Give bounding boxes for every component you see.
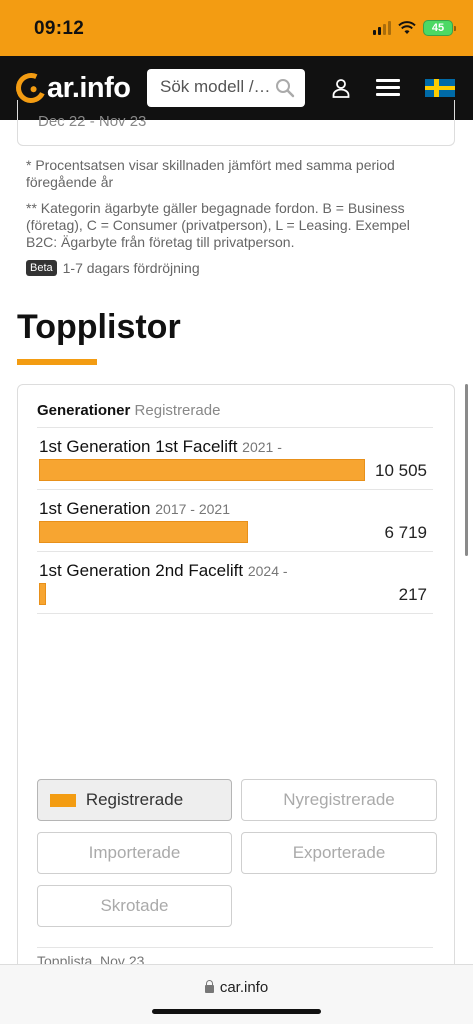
beta-note: Beta 1-7 dagars fördröjning [26,260,200,276]
imported-button[interactable]: Importerade [37,832,232,874]
period-box: Dec 22 - Nov 23 [17,100,455,146]
page-section-title: Topplistor [17,308,181,346]
search-box[interactable] [147,69,305,107]
generation-years: 2024 - [247,563,288,579]
toplist-card: Generationer Registrerade 1st Generation… [17,384,455,984]
divider [37,947,433,948]
generation-bar [39,521,248,543]
cellular-signal-icon [373,21,391,35]
generation-years: 2017 - 2021 [155,501,230,517]
home-indicator[interactable] [152,1009,321,1014]
status-time: 09:12 [34,18,85,39]
battery-icon: 45 [423,20,456,36]
generation-name: 1st Generation [39,499,151,518]
search-icon[interactable] [275,78,295,98]
scrapped-button[interactable]: Skrotade [37,885,232,927]
scrollbar[interactable] [465,384,468,556]
hamburger-menu-icon[interactable] [376,79,400,97]
generation-name: 1st Generation 2nd Facelift [39,561,244,580]
category-footnote: ** Kategorin ägarbyte gäller begagnade f… [26,200,410,250]
card-header-sub: Registrerade [134,402,221,419]
url-text: car.info [219,979,269,996]
generation-value: 6 719 [384,523,427,542]
card-header: Generationer Registrerade [37,402,220,419]
scrapped-button-label: Skrotade [100,896,169,915]
period-text: Dec 22 - Nov 23 [38,113,147,130]
generation-name: 1st Generation 1st Facelift [39,437,238,456]
percent-footnote: * Procentsatsen visar skillnaden jämfört… [26,157,395,190]
generation-row[interactable]: 1st Generation 1st Facelift 2021 - 10 50… [37,428,433,490]
title-underline [17,359,97,365]
generation-value: 217 [398,585,427,604]
beta-badge: Beta [26,260,57,276]
generation-row[interactable]: 1st Generation 2017 - 2021 6 719 [37,490,433,552]
wifi-icon [398,21,416,34]
exported-button-label: Exporterade [292,843,386,862]
battery-level: 45 [431,22,445,34]
status-icons: 45 [373,20,456,36]
series-color-swatch [50,794,76,807]
site-header: ar.info [0,56,473,120]
user-icon[interactable] [331,78,351,98]
generation-value: 10 505 [375,461,427,480]
generation-bar [39,459,365,481]
imported-button-label: Importerade [88,843,181,862]
generation-years: 2021 - [242,439,282,455]
logo-text: ar.info [47,71,131,104]
divider [37,427,433,428]
lock-icon [204,980,214,993]
generation-bar [39,583,46,605]
generation-row[interactable]: 1st Generation 2nd Facelift 2024 - 217 [37,552,433,614]
exported-button[interactable]: Exporterade [241,832,437,874]
status-bar: 09:12 45 [0,0,473,56]
beta-text: 1-7 dagars fördröjning [62,260,200,276]
carinfo-logo[interactable]: ar.info [11,68,131,108]
registered-button[interactable]: Registrerade [37,779,232,821]
card-header-main: Generationer [37,402,131,419]
new-registered-button[interactable]: Nyregistrerade [241,779,437,821]
registered-button-label: Registrerade [85,790,184,809]
new-registered-button-label: Nyregistrerade [283,790,395,809]
swedish-flag-icon[interactable] [425,79,455,97]
browser-url-bar[interactable]: car.info [0,964,473,1024]
search-input[interactable] [160,77,270,97]
